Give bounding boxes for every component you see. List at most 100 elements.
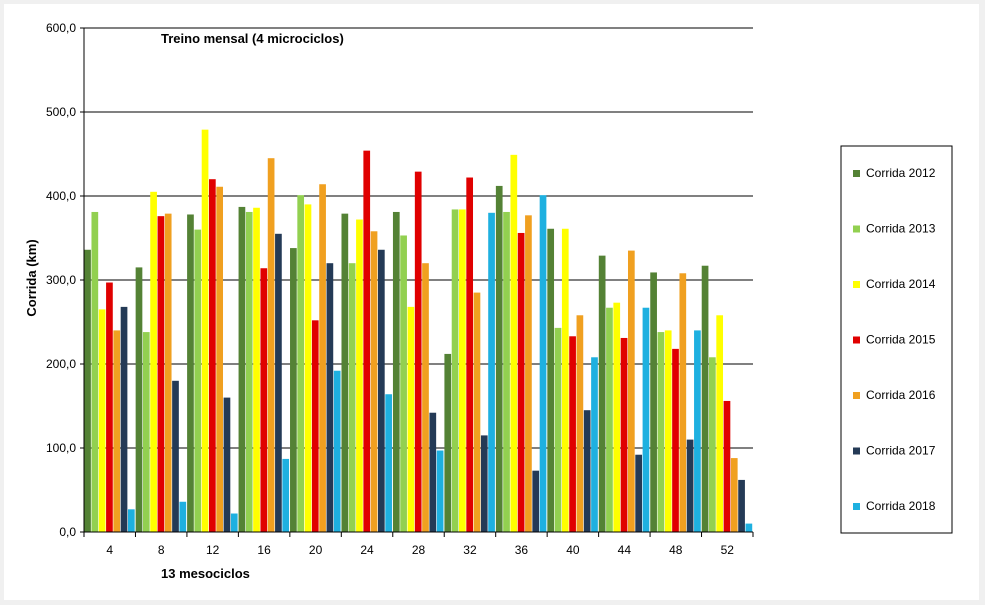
x-tick-label: 16 xyxy=(257,543,271,557)
bar xyxy=(98,309,106,532)
legend-swatch xyxy=(853,281,860,288)
bar xyxy=(127,509,135,532)
bar xyxy=(738,479,745,532)
bar xyxy=(466,177,474,532)
bar xyxy=(488,212,495,533)
bar xyxy=(723,400,731,532)
bar xyxy=(91,211,99,532)
bar xyxy=(113,330,121,532)
legend-swatch xyxy=(853,170,860,177)
bar xyxy=(664,330,672,532)
x-tick-label: 52 xyxy=(721,543,735,557)
chart-frame: 0,0 100,0 200,0 300,0 400,0 500,0 600,0 4 8 12 16 2… xyxy=(4,4,979,600)
bar xyxy=(297,195,305,532)
bar xyxy=(422,263,429,532)
bar xyxy=(414,171,422,532)
bar xyxy=(216,186,224,532)
bar xyxy=(591,357,598,532)
bar xyxy=(730,458,738,532)
y-tick-label: 600,0 xyxy=(46,21,76,35)
bar xyxy=(510,154,518,532)
bar xyxy=(179,501,187,532)
y-tick-label: 200,0 xyxy=(46,357,76,371)
bar xyxy=(635,454,642,532)
bar xyxy=(525,215,532,532)
bar xyxy=(429,412,437,532)
bar xyxy=(392,211,400,532)
legend-label: Corrida 2015 xyxy=(866,333,936,347)
bar xyxy=(172,380,179,532)
bar xyxy=(201,129,209,532)
bar xyxy=(495,185,503,533)
bar xyxy=(150,191,157,533)
legend-label: Corrida 2018 xyxy=(866,499,936,513)
bar xyxy=(400,235,407,533)
bar xyxy=(539,195,547,532)
x-tick-label: 8 xyxy=(158,543,165,557)
bar xyxy=(238,206,246,533)
bar xyxy=(319,184,326,533)
bar xyxy=(84,249,91,532)
bar xyxy=(642,307,650,532)
legend-label: Corrida 2017 xyxy=(866,444,936,458)
bar xyxy=(230,513,238,532)
bar xyxy=(223,397,231,532)
bar xyxy=(164,213,172,532)
bar xyxy=(135,267,143,532)
legend-label: Corrida 2014 xyxy=(866,277,936,291)
bar xyxy=(377,249,385,532)
bar xyxy=(341,213,349,532)
bar xyxy=(326,263,334,532)
bar xyxy=(606,307,613,532)
bar xyxy=(657,332,665,532)
x-tick-label: 48 xyxy=(669,543,683,557)
y-tick-label: 400,0 xyxy=(46,189,76,203)
legend-swatch xyxy=(853,392,860,399)
bar xyxy=(311,320,319,532)
y-tick-label: 100,0 xyxy=(46,441,76,455)
bar xyxy=(370,231,378,532)
legend-swatch xyxy=(853,336,860,344)
bar xyxy=(304,204,312,532)
x-tick-label: 24 xyxy=(360,543,374,557)
legend-swatch xyxy=(853,503,860,510)
bar xyxy=(194,229,202,532)
x-tick-label: 32 xyxy=(463,543,477,557)
bar xyxy=(436,450,444,532)
bar xyxy=(245,211,253,532)
bar xyxy=(282,458,290,532)
bar xyxy=(709,357,716,532)
bar xyxy=(583,410,591,532)
legend: Corrida 2012 Corrida 2013 Corrida 2014 Corr… xyxy=(840,145,953,534)
x-tick-label: 12 xyxy=(206,543,220,557)
bar xyxy=(672,348,679,532)
bar xyxy=(569,336,576,532)
y-tick-label: 0,0 xyxy=(59,525,76,539)
bar xyxy=(686,439,694,532)
bar xyxy=(267,158,275,532)
bar xyxy=(480,435,488,532)
bar xyxy=(745,523,753,532)
bar xyxy=(532,470,540,532)
bar xyxy=(444,353,452,532)
x-tick-label: 40 xyxy=(566,543,580,557)
bar xyxy=(561,228,569,532)
legend-label: Corrida 2016 xyxy=(866,388,936,402)
bar xyxy=(157,216,165,532)
bar xyxy=(613,302,621,532)
bar xyxy=(260,268,268,532)
y-axis-title: Corrida (km) xyxy=(24,239,39,316)
bar xyxy=(451,209,459,532)
bar xyxy=(517,232,525,532)
bar xyxy=(627,250,635,532)
bar xyxy=(333,370,341,532)
bar xyxy=(694,330,701,532)
legend-swatch xyxy=(853,447,860,455)
legend-swatch xyxy=(853,225,860,233)
bar xyxy=(106,282,113,532)
bar xyxy=(363,150,371,532)
bar xyxy=(679,273,687,532)
bar xyxy=(142,332,150,532)
legend-label: Corrida 2012 xyxy=(866,166,936,180)
